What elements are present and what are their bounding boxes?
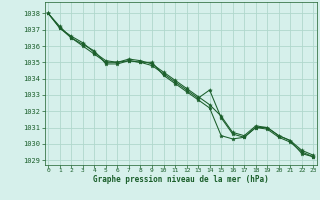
X-axis label: Graphe pression niveau de la mer (hPa): Graphe pression niveau de la mer (hPa): [93, 175, 269, 184]
